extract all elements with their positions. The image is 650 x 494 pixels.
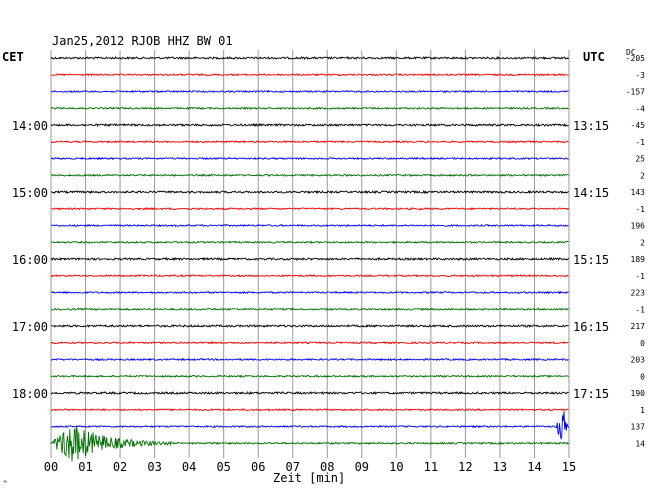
dc-offset-value: 143 [631,188,646,197]
dc-offset-header: DC [626,48,636,57]
dc-offset-value: 14 [635,439,645,448]
x-tick-label: 03 [147,460,161,474]
utc-hour-label: 16:15 [573,320,609,334]
x-tick-label: 11 [424,460,438,474]
dc-offset-value: 190 [631,389,646,398]
dc-offset-value: 189 [631,255,646,264]
utc-hour-label: 13:15 [573,119,609,133]
trace-line [50,256,569,262]
utc-hour-label: 17:15 [573,387,609,401]
trace-line [50,156,569,161]
trace-line [50,408,569,412]
x-tick-label: 13 [493,460,507,474]
x-tick-label: 14 [527,460,541,474]
dc-offset-value: 0 [640,372,645,381]
dc-offset-value: -205 [626,54,645,63]
dc-offset-value: 217 [631,322,646,331]
cet-hour-label: 17:00 [12,320,48,334]
dc-offset-value: -1 [635,272,645,281]
trace-line [50,173,569,178]
dc-offset-value: 196 [631,222,646,231]
x-axis-label: Zeit [min] [273,471,346,485]
trace-line [50,207,569,211]
dc-offset-value: -3 [635,71,645,80]
dc-offset-value: -4 [635,104,645,113]
trace-line [50,73,569,77]
trace-line [50,374,569,379]
x-tick-label: 01 [78,460,92,474]
trace-line [50,106,569,111]
trace-line [50,223,569,228]
dc-offset-value: 223 [631,289,646,298]
x-tick-label: 12 [458,460,472,474]
left-timezone-label: CET [2,50,24,64]
x-tick-label: 04 [182,460,196,474]
dc-offset-labels: -205 -3 -157 -4 -45 -1 25 2 143 -1 196 2 189 -1 223 -1 2… [626,54,645,448]
dc-offset-value: 203 [631,356,646,365]
x-tick-label: 15 [562,460,576,474]
cet-hour-label: 16:00 [12,253,48,267]
dc-offset-value: -1 [635,138,645,147]
dc-offset-value: 2 [640,238,645,247]
trace-line [50,240,569,245]
utc-hour-label: 14:15 [573,186,609,200]
right-timezone-label: UTC [583,50,605,64]
dc-offset-value: 2 [640,171,645,180]
x-tick-label: 02 [113,460,127,474]
trace-line [50,140,569,144]
dc-offset-value: -1 [635,305,645,314]
x-tick-label: 06 [251,460,265,474]
dc-offset-value: 137 [631,423,646,432]
dc-offset-value: -45 [631,121,646,130]
trace-line [50,55,569,61]
trace-line [50,307,569,311]
trace-line [50,122,569,128]
minute-gridlines [50,50,570,458]
x-tick-labels: 00 01 02 03 04 05 06 07 08 09 10 11 12 13 14 15 [44,460,576,474]
dc-offset-value: -157 [626,88,645,97]
trace-line [50,290,569,295]
trace-line [50,411,569,440]
chart-title: Jan25,2012 RJOB HHZ BW 01 [52,34,233,48]
trace-line [50,426,569,462]
utc-hour-labels: 13:15 14:15 15:15 16:15 17:15 [573,119,609,401]
trace-line [50,357,569,362]
corner-mark: ^ [3,480,8,488]
x-tick-label: 00 [44,460,58,474]
seismogram-traces [50,55,569,462]
x-tick-label: 10 [389,460,403,474]
cet-hour-labels: 14:00 15:00 16:00 17:00 18:00 [12,119,48,401]
x-tick-label: 09 [355,460,369,474]
cet-hour-label: 15:00 [12,186,48,200]
cet-hour-label: 14:00 [12,119,48,133]
trace-line [50,89,569,94]
trace-line [50,340,569,345]
x-tick-label: 08 [320,460,334,474]
dc-offset-value: 0 [640,339,645,348]
trace-line [50,390,569,396]
x-tick-label: 05 [216,460,230,474]
dc-offset-value: 25 [635,155,645,164]
trace-line [50,189,569,195]
dc-offset-value: -1 [635,205,645,214]
cet-hour-label: 18:00 [12,387,48,401]
trace-line [50,273,569,278]
trace-line [50,324,569,329]
dc-offset-value: 1 [640,406,645,415]
x-tick-label: 07 [286,460,300,474]
utc-hour-label: 15:15 [573,253,609,267]
